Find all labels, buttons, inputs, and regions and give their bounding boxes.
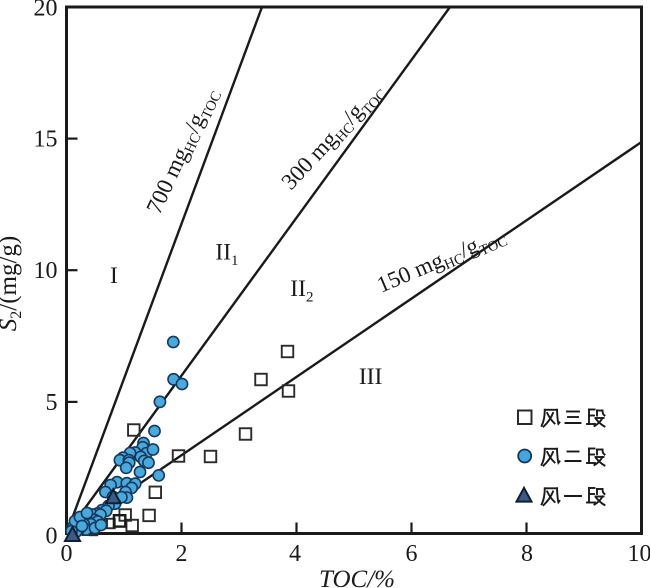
svg-text:0: 0 (61, 541, 73, 567)
svg-text:TOC/%: TOC/% (319, 566, 395, 588)
svg-text:150 mgHC/gTOC: 150 mgHC/gTOC (373, 221, 510, 301)
svg-text:I: I (110, 263, 118, 289)
svg-text:8: 8 (521, 541, 533, 567)
svg-text:S2/(mg/g): S2/(mg/g) (0, 236, 25, 332)
svg-text:20: 20 (34, 0, 58, 22)
svg-text:5: 5 (46, 390, 58, 416)
svg-text:0: 0 (46, 524, 58, 550)
svg-text:300 mgHC/gTOC: 300 mgHC/gTOC (276, 78, 390, 198)
svg-text:10: 10 (628, 541, 650, 567)
svg-text:700 mgHC/gTOC: 700 mgHC/gTOC (141, 83, 225, 219)
svg-text:2: 2 (176, 541, 188, 567)
svg-text:4: 4 (289, 541, 301, 567)
svg-text:6: 6 (406, 541, 418, 567)
svg-text:III: III (359, 364, 382, 390)
svg-text:II2: II2 (290, 276, 313, 306)
svg-text:15: 15 (34, 126, 58, 152)
svg-text:10: 10 (34, 258, 58, 284)
svg-text:II1: II1 (215, 239, 238, 269)
